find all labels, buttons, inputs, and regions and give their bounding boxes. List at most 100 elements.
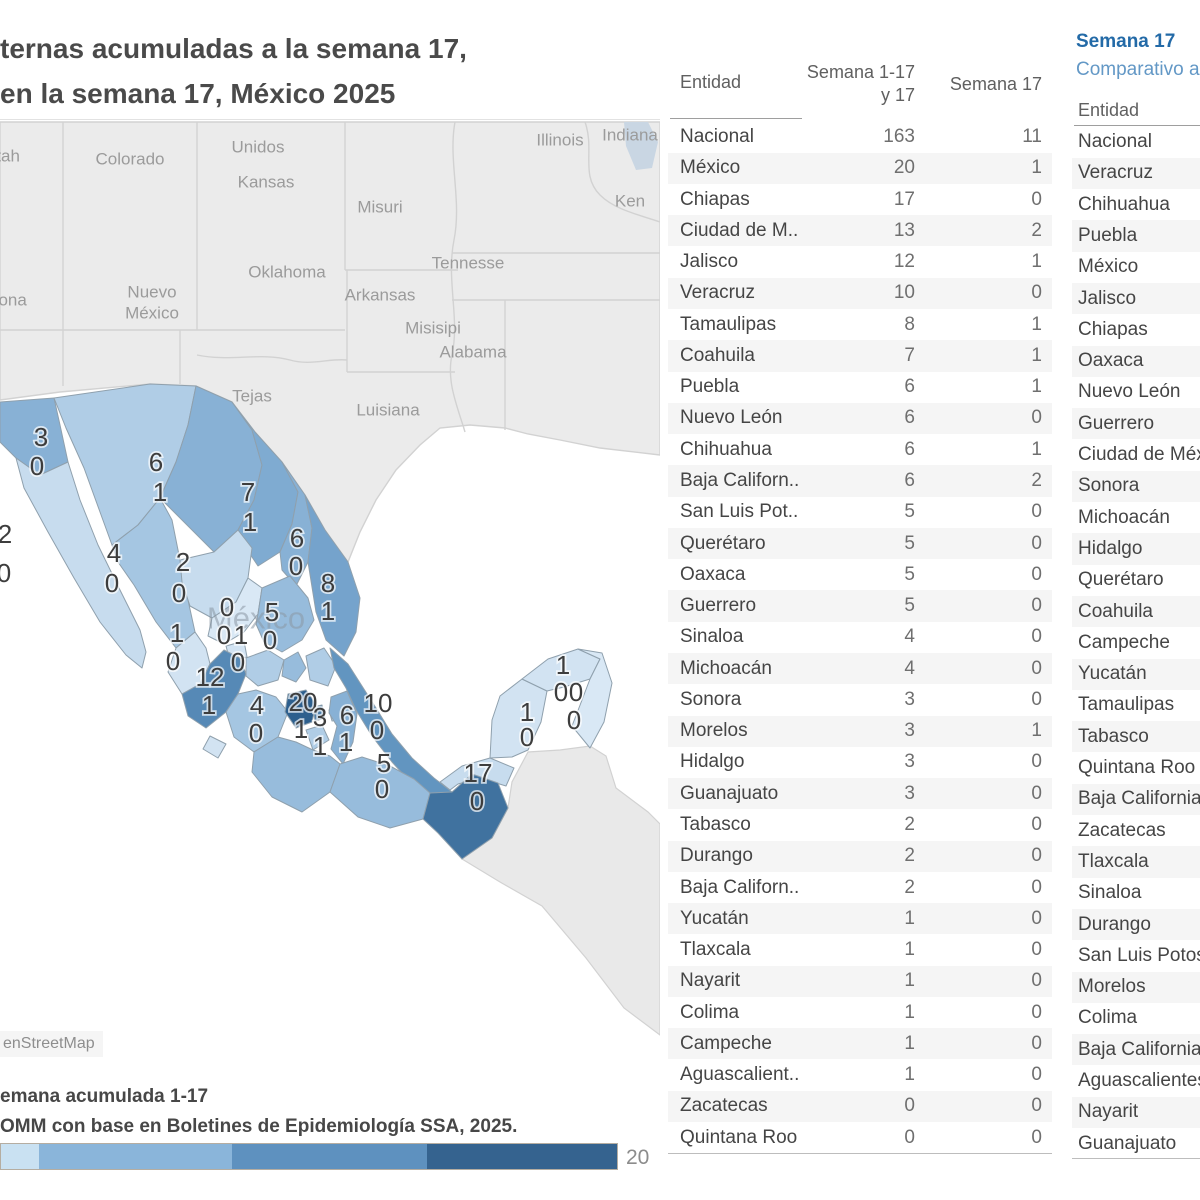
right-panel-row[interactable]: Puebla [1072, 220, 1200, 252]
center-table-row[interactable]: Guanajuato 3 0 [668, 778, 1052, 810]
state-hidalgo[interactable] [305, 647, 337, 687]
entity-name-cell: Campeche [1078, 631, 1170, 653]
center-table-row[interactable]: Coahuila 7 1 [668, 340, 1052, 372]
right-panel-row[interactable]: Michoacán [1072, 502, 1200, 533]
center-table-row[interactable]: Sonora 3 0 [668, 684, 1052, 715]
entity-name-cell: Zacatecas [680, 1095, 768, 1117]
right-panel-row[interactable]: San Luis Potosí [1072, 940, 1200, 971]
right-panel-row[interactable]: Baja California.. [1072, 1034, 1200, 1066]
center-table-row[interactable]: Tamaulipas 8 1 [668, 309, 1052, 340]
state-mexico[interactable] [284, 689, 317, 729]
center-table-row[interactable]: Baja Californ.. 6 2 [668, 465, 1052, 497]
center-table-row[interactable]: Tlaxcala 1 0 [668, 934, 1052, 965]
state-chiapas[interactable] [422, 773, 509, 860]
center-table-row[interactable]: Michoacán 4 0 [668, 652, 1052, 685]
center-table-row[interactable]: Ciudad de M.. 13 2 [668, 215, 1052, 247]
center-table-row[interactable]: Aguascalient.. 1 0 [668, 1060, 1052, 1091]
map-value-chihuahua-week: 1 [153, 477, 167, 507]
right-panel-row[interactable]: Zacatecas [1072, 815, 1200, 846]
right-panel-row[interactable]: Nayarit [1072, 1096, 1200, 1128]
right-panel-row[interactable]: Morelos [1072, 971, 1200, 1003]
semana-1-17-value-cell: 3 [904, 688, 915, 710]
right-panel-row[interactable]: Coahuila [1072, 595, 1200, 628]
right-panel-row[interactable]: Nacional [1072, 126, 1200, 157]
center-table-row[interactable]: Sinaloa 4 0 [668, 622, 1052, 653]
center-table-row[interactable]: San Luis Pot.. 5 0 [668, 497, 1052, 528]
center-table-row[interactable]: Colima 1 0 [668, 997, 1052, 1028]
right-panel-row[interactable]: Yucatán [1072, 658, 1200, 690]
right-panel-row[interactable]: Quintana Roo [1072, 752, 1200, 783]
center-table-row[interactable]: Zacatecas 0 0 [668, 1090, 1052, 1123]
center-table-row[interactable]: Nacional 163 11 [668, 121, 1052, 152]
map-value-coahuila-total: 7 [241, 477, 255, 507]
right-panel-row[interactable]: Tabasco [1072, 721, 1200, 753]
right-panel-row[interactable]: Colima [1072, 1003, 1200, 1034]
center-table-row[interactable]: Chihuahua 6 1 [668, 434, 1052, 465]
center-table-row[interactable]: Oaxaca 5 0 [668, 559, 1052, 590]
right-panel-row[interactable]: Jalisco [1072, 282, 1200, 315]
center-table-row[interactable]: Quintana Roo 0 0 [668, 1122, 1052, 1153]
state-tamaulipas[interactable] [304, 494, 361, 657]
state-san-luis-potosi[interactable] [255, 575, 315, 653]
state-morelos[interactable] [305, 724, 330, 751]
color-scale-legend[interactable] [0, 1143, 618, 1170]
entity-name-cell: Nayarit [1078, 1101, 1139, 1123]
center-table-row[interactable]: Nayarit 1 0 [668, 965, 1052, 997]
state-quintana-roo[interactable] [571, 648, 613, 749]
semana-17-value-cell: 2 [1031, 469, 1042, 491]
center-table-header-semana-17[interactable]: Semana 17 [949, 74, 1042, 94]
state-colima[interactable] [202, 735, 227, 759]
right-panel-row[interactable]: Guerrero [1072, 408, 1200, 440]
center-table-row[interactable]: Nuevo León 6 0 [668, 402, 1052, 435]
right-panel-row[interactable]: Ciudad de Méx.. [1072, 439, 1200, 470]
right-panel-row[interactable]: Querétaro [1072, 565, 1200, 596]
right-panel-row[interactable]: Chihuahua [1072, 189, 1200, 220]
right-panel-row[interactable]: Guanajuato [1072, 1128, 1200, 1159]
right-panel-row[interactable]: Campeche [1072, 627, 1200, 658]
right-panel-header-entidad[interactable]: Entidad [1078, 100, 1140, 120]
state-queretaro[interactable] [281, 651, 307, 683]
center-table-row[interactable]: Baja Californ.. 2 0 [668, 872, 1052, 903]
center-table-header-semana-1-17[interactable]: Semana 1-17 y 17 [760, 61, 915, 107]
state-sinaloa[interactable] [111, 497, 196, 649]
state-cdmx[interactable] [312, 704, 326, 722]
center-table-row[interactable]: Puebla 6 1 [668, 372, 1052, 403]
map-value-tamaulipas-week: 1 [321, 596, 335, 626]
right-panel-row[interactable]: Durango [1072, 908, 1200, 941]
center-table-row[interactable]: Jalisco 12 1 [668, 246, 1052, 277]
entity-name-cell: Aguascalientes [1078, 1070, 1200, 1092]
right-panel-row[interactable]: Tlaxcala [1072, 846, 1200, 878]
right-panel-row[interactable]: Oaxaca [1072, 345, 1200, 377]
center-table-row[interactable]: Campeche 1 0 [668, 1028, 1052, 1060]
state-guanajuato[interactable] [245, 649, 285, 687]
semana-17-value-cell: 0 [1031, 532, 1042, 554]
right-panel-row[interactable]: Sonora [1072, 470, 1200, 502]
right-panel-row[interactable]: Veracruz [1072, 157, 1200, 189]
center-table-row[interactable]: Morelos 3 1 [668, 715, 1052, 747]
center-table-header-entidad[interactable]: Entidad [680, 72, 742, 92]
map-attribution-link[interactable]: enStreetMap [0, 1031, 103, 1057]
right-panel-row[interactable]: Chiapas [1072, 314, 1200, 345]
entity-name-cell: San Luis Potosí [1078, 944, 1200, 966]
center-table-row[interactable]: Yucatán 1 0 [668, 903, 1052, 935]
right-panel-row[interactable]: Tamaulipas [1072, 690, 1200, 721]
state-campeche[interactable] [489, 678, 548, 759]
center-table-row[interactable]: Chiapas 17 0 [668, 184, 1052, 215]
right-panel-row[interactable]: México [1072, 252, 1200, 283]
center-table-row[interactable]: Durango 2 0 [668, 840, 1052, 872]
right-panel-row[interactable]: Sinaloa [1072, 878, 1200, 909]
state-baja-california-sur[interactable] [15, 457, 147, 669]
center-table-row[interactable]: Guerrero 5 0 [668, 590, 1052, 622]
center-table-row[interactable]: Veracruz 10 0 [668, 277, 1052, 310]
center-table-row[interactable]: México 20 1 [668, 152, 1052, 184]
center-table-row[interactable]: Querétaro 5 0 [668, 527, 1052, 560]
entity-name-cell: Tlaxcala [1078, 850, 1149, 872]
us-label-alabama: Alabama [439, 343, 507, 362]
right-panel-row[interactable]: Nuevo León [1072, 377, 1200, 408]
choropleth-map[interactable]: México Utah Colorado Unidos Kansas Misuri Ill… [0, 0, 660, 1065]
center-table-row[interactable]: Tabasco 2 0 [668, 809, 1052, 840]
right-panel-row[interactable]: Baja California [1072, 783, 1200, 815]
right-panel-row[interactable]: Aguascalientes [1072, 1065, 1200, 1096]
right-panel-row[interactable]: Hidalgo [1072, 533, 1200, 565]
center-table-row[interactable]: Hidalgo 3 0 [668, 747, 1052, 778]
